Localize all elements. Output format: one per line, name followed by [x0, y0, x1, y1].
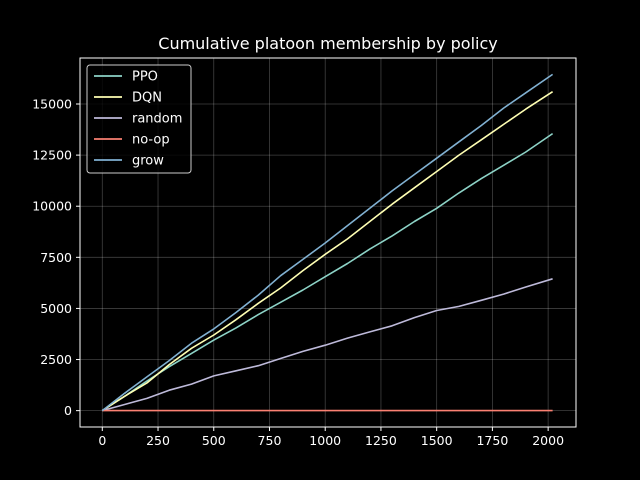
legend-label-grow: grow [132, 154, 164, 169]
legend-box [86, 64, 192, 174]
y-tick-label: 5000 [40, 301, 72, 316]
y-tick-label: 2500 [40, 352, 72, 367]
x-tick-label: 1250 [365, 433, 397, 448]
x-tick-label: 1500 [421, 433, 453, 448]
y-tick-label: 0 [64, 403, 72, 418]
legend-label-PPO: PPO [132, 70, 158, 85]
x-tick-label: 250 [146, 433, 170, 448]
legend-label-DQN: DQN [132, 91, 162, 106]
x-tick-label: 500 [202, 433, 226, 448]
plot-frame [79, 57, 577, 428]
series-line-DQN [101, 91, 554, 412]
series-line-random [102, 278, 553, 412]
y-tick-label: 15000 [32, 96, 72, 111]
x-tick-label: 1750 [476, 433, 508, 448]
legend-label-random: random [132, 112, 182, 127]
y-tick-label: 7500 [40, 250, 72, 265]
x-tick-label: 750 [258, 433, 282, 448]
y-tick-label: 10000 [32, 199, 72, 214]
axis-ticks: 0 250 500 750 1000 1250 1500 1750 2000 0 2500 5000 7… [32, 96, 564, 448]
legend-label-no-op: no-op [132, 133, 170, 148]
chart-title: Cumulative platoon membership by policy [158, 34, 497, 53]
x-tick-label: 2000 [532, 433, 564, 448]
series-line-grow [101, 73, 554, 412]
series-line-PPO [101, 132, 554, 412]
x-tick-label: 1000 [309, 433, 341, 448]
x-tick-label: 0 [98, 433, 106, 448]
y-tick-label: 12500 [32, 148, 72, 163]
legend: PPO DQN random no-op grow [86, 64, 192, 174]
series-lines [101, 73, 554, 412]
